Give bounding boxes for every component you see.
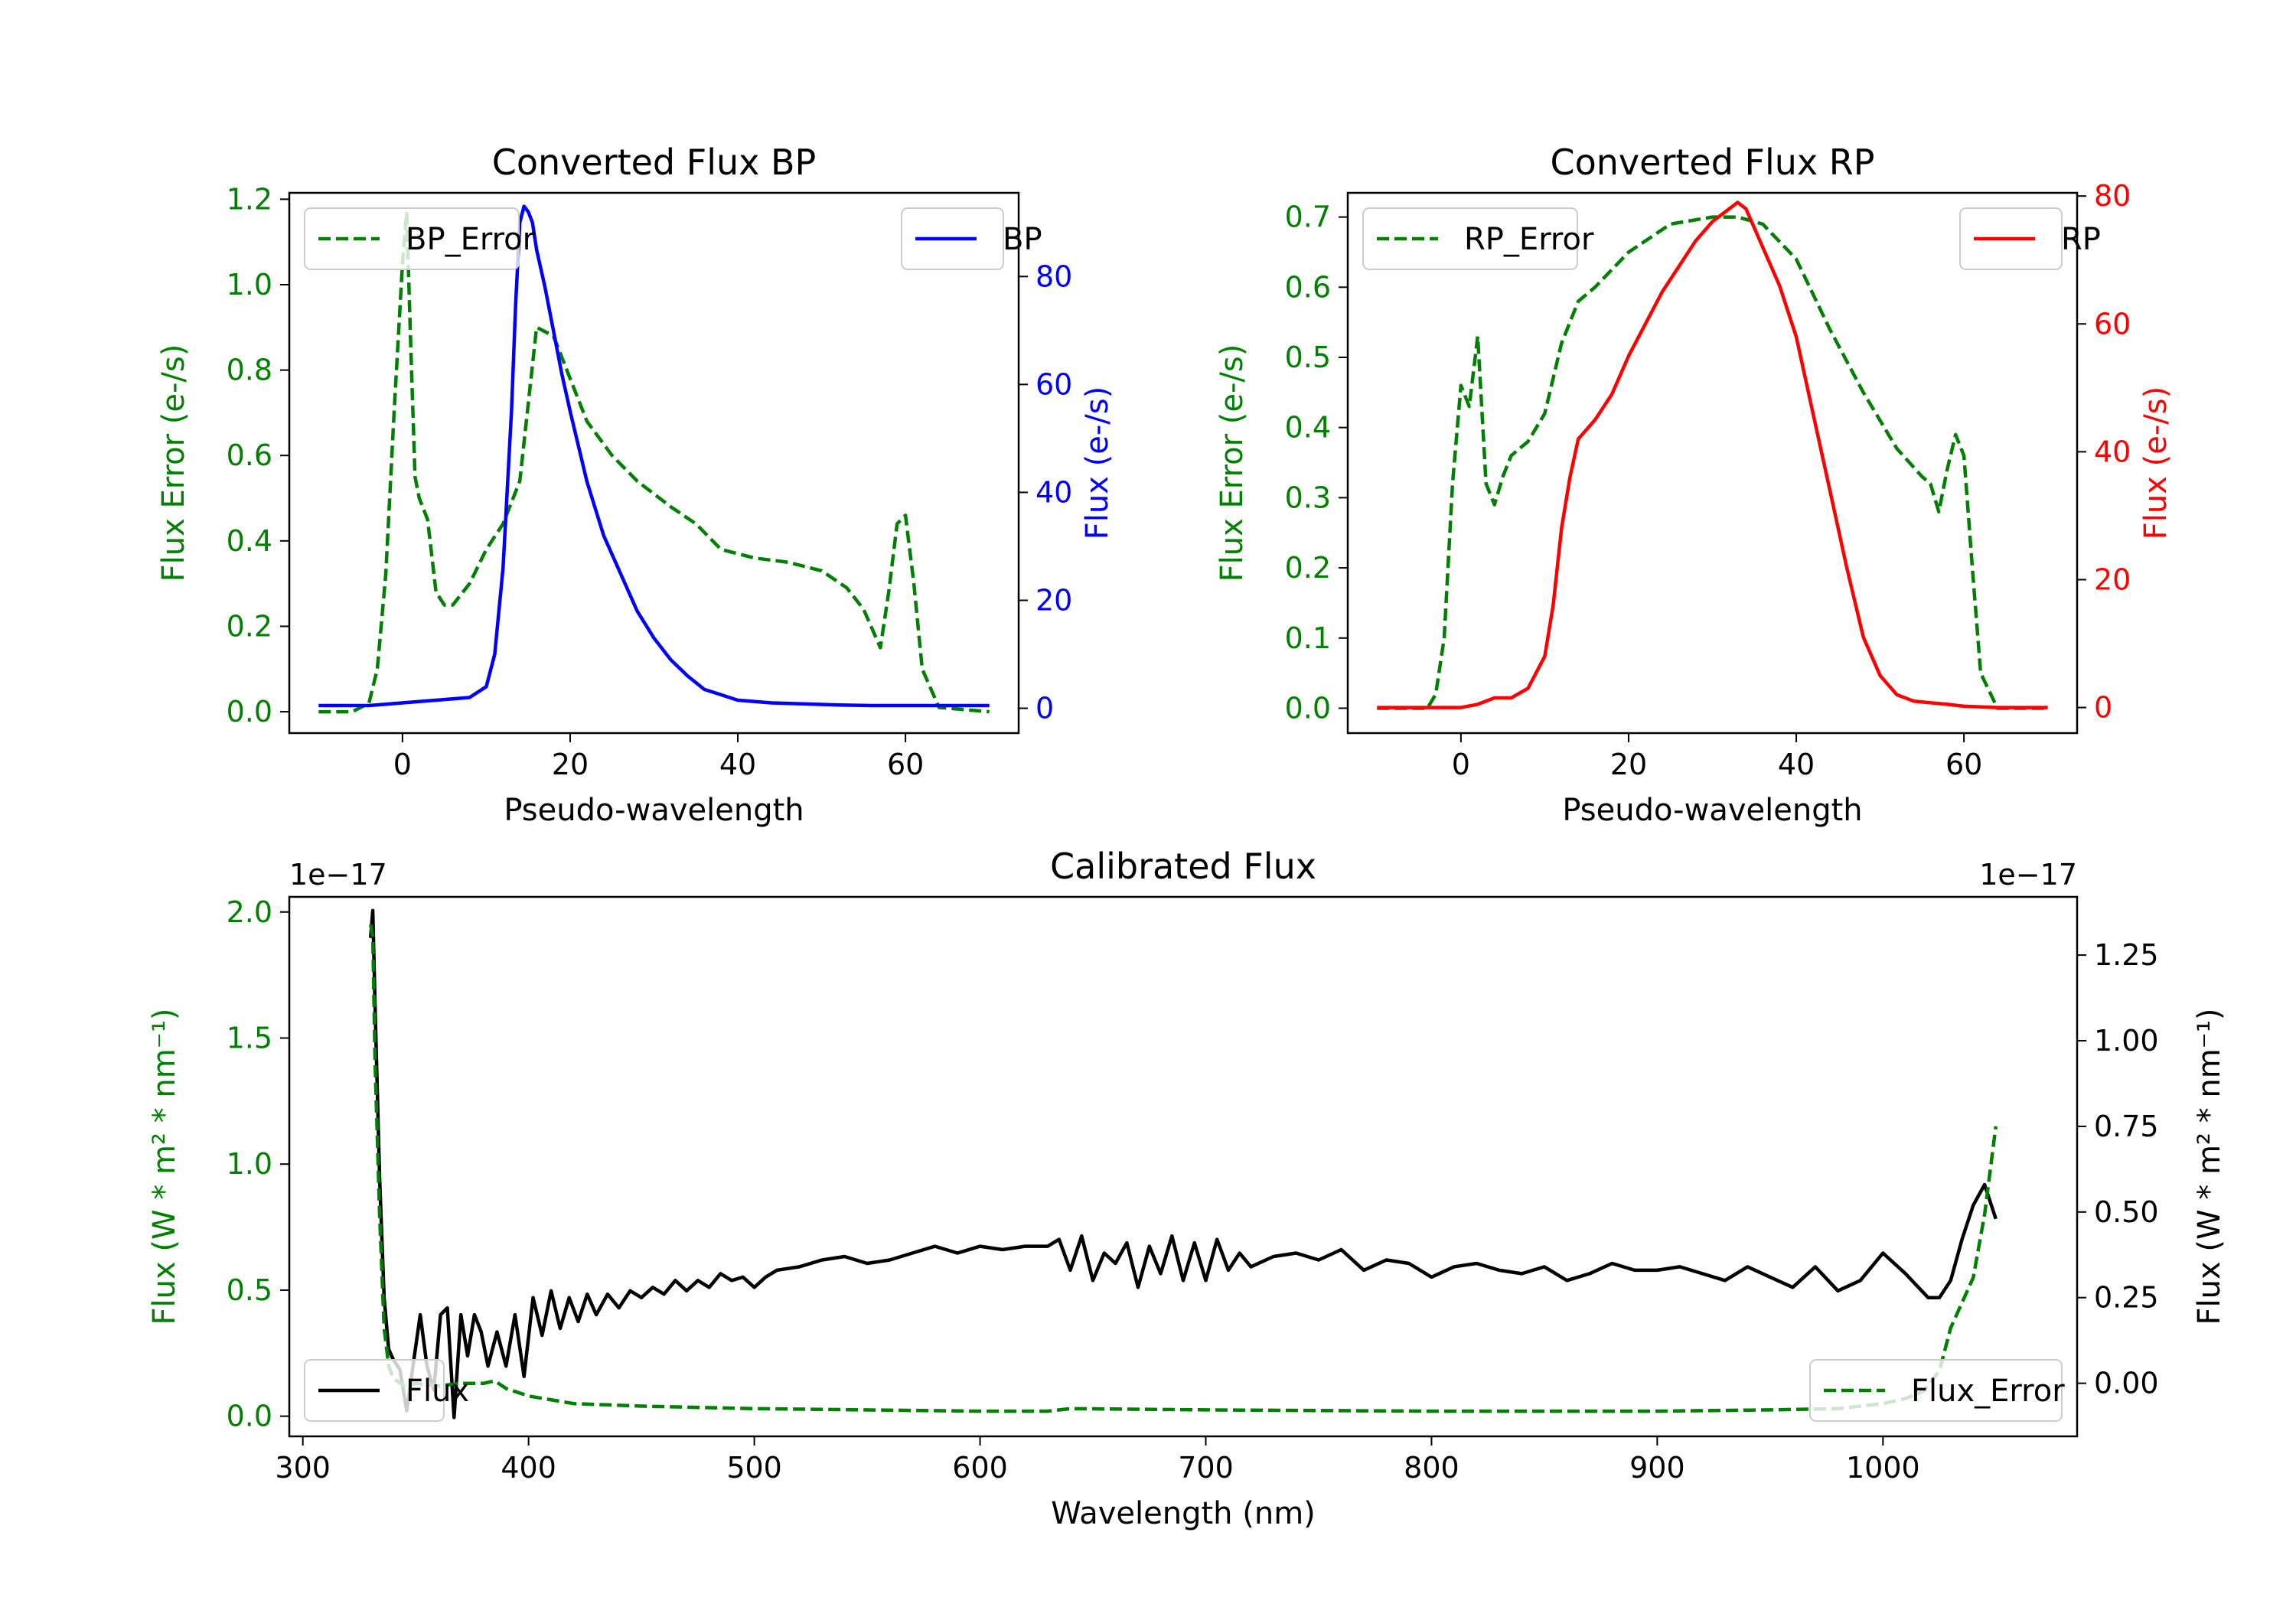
cal-right-tick-label: 0.75 <box>2094 1110 2159 1143</box>
legend-label: Flux_Error <box>1911 1374 2065 1409</box>
bp-x-axis-label: Pseudo-wavelength <box>504 793 804 828</box>
rp-series-rp-line <box>1377 200 2048 709</box>
bp-legend-bp-error: BP_Error <box>304 207 536 270</box>
rp-right-tick-label: 0 <box>2094 691 2112 725</box>
cal-right-tick-label: 0.00 <box>2094 1367 2159 1400</box>
bp-right-tick-label: 0 <box>1035 692 1054 725</box>
bp-left-axis-label: Flux Error (e-/s) <box>156 344 191 582</box>
rp-right-tick-label: 20 <box>2094 562 2131 596</box>
cal-title: Calibrated Flux <box>1050 846 1316 887</box>
rp-plot-frame <box>1346 191 2079 735</box>
legend-label: RP <box>2061 222 2101 257</box>
rp-left-tick-label: 0.5 <box>1285 341 1331 374</box>
bp-right-axis-label: Flux (e-/s) <box>1080 386 1115 539</box>
rp-x-axis-label: Pseudo-wavelength <box>1562 793 1862 828</box>
cal-x-tick-label: 700 <box>1178 1451 1234 1485</box>
legend-label: RP_Error <box>1464 222 1594 257</box>
rp-right-axis-label: Flux (e-/s) <box>2138 386 2174 539</box>
bp-plot-frame <box>288 191 1020 735</box>
rp-left-tick-label: 0.1 <box>1285 621 1331 655</box>
cal-legend-flux-error: Flux_Error <box>1809 1359 2065 1422</box>
rp-legend-rp-error: RP_Error <box>1362 207 1594 270</box>
rp-right-tick-label: 80 <box>2094 179 2131 213</box>
bp-right-tick-label: 80 <box>1035 259 1072 293</box>
cal-plot-frame <box>288 895 2079 1438</box>
cal-x-tick-label: 400 <box>501 1451 556 1485</box>
cal-x-tick-label: 300 <box>275 1451 331 1485</box>
cal-legend-flux: Flux <box>304 1359 469 1422</box>
rp-left-tick-label: 0.0 <box>1285 691 1331 725</box>
rp-x-tick-label: 60 <box>1945 748 1982 781</box>
bp-left-tick-label: 0.8 <box>227 354 272 387</box>
cal-right-tick-label: 0.25 <box>2094 1281 2159 1315</box>
rp-left-tick-label: 0.7 <box>1285 200 1331 234</box>
rp-left-tick-label: 0.6 <box>1285 270 1331 304</box>
rp-left-tick-label: 0.4 <box>1285 411 1331 445</box>
legend-label: Flux <box>406 1374 469 1409</box>
rp-left-tick-label: 0.3 <box>1285 481 1331 514</box>
rp-right-tick-label: 60 <box>2094 307 2131 341</box>
rp-title: Converted Flux RP <box>1551 142 1875 183</box>
legend-box <box>304 207 520 270</box>
cal-x-tick-label: 900 <box>1629 1451 1685 1485</box>
rp-legend-rp: RP <box>1959 207 2101 270</box>
cal-left-tick-label: 0.0 <box>227 1400 272 1433</box>
cal-x-tick-label: 800 <box>1404 1451 1459 1485</box>
bp-left-tick-label: 0.4 <box>227 524 272 558</box>
bp-right-tick-label: 40 <box>1035 475 1072 509</box>
bp-left-tick-label: 0.2 <box>227 609 272 643</box>
rp-x-tick-label: 0 <box>1452 748 1470 781</box>
cal-left-tick-label: 2.0 <box>227 895 272 929</box>
cal-right-offset-text: 1e−17 <box>1979 858 2077 892</box>
legend-label: BP_Error <box>406 222 536 257</box>
bp-x-tick-label: 0 <box>393 748 412 781</box>
bp-legend-bp: BP <box>901 207 1042 270</box>
bp-series-bp-line <box>318 204 990 708</box>
legend-label: BP <box>1003 222 1042 257</box>
cal-chart: Calibrated Flux 300 400 500 600 700 800 900 1000… <box>147 846 2227 1531</box>
rp-series-rp-error-line <box>1377 215 2048 710</box>
bp-left-tick-label: 0.0 <box>227 695 272 729</box>
bp-chart: Converted Flux BP 0 20 40 60 Pseudo-wavelengt… <box>156 142 1115 828</box>
cal-x-tick-label: 500 <box>726 1451 782 1485</box>
rp-chart: Converted Flux RP 0 20 40 60 Pseudo-wavelengt… <box>1215 142 2174 828</box>
bp-left-tick-label: 1.0 <box>227 268 272 302</box>
cal-left-offset-text: 1e−17 <box>289 858 387 892</box>
bp-title: Converted Flux BP <box>492 142 817 183</box>
cal-right-axis-label: Flux (W * m² * nm⁻¹) <box>2192 1009 2227 1325</box>
legend-box <box>1362 207 1578 270</box>
rp-x-tick-label: 40 <box>1778 748 1815 781</box>
cal-left-tick-label: 1.0 <box>227 1147 272 1181</box>
cal-left-tick-label: 0.5 <box>227 1273 272 1307</box>
cal-left-tick-label: 1.5 <box>227 1021 272 1054</box>
cal-series-flux-line <box>368 908 1998 1420</box>
cal-left-axis-label: Flux (W * m² * nm⁻¹) <box>147 1009 182 1325</box>
bp-x-tick-label: 40 <box>719 748 756 781</box>
bp-x-tick-label: 20 <box>552 748 589 781</box>
cal-right-tick-label: 0.50 <box>2094 1195 2159 1229</box>
bp-x-tick-label: 60 <box>887 748 924 781</box>
cal-x-axis-label: Wavelength (nm) <box>1051 1496 1316 1531</box>
rp-left-axis-label: Flux Error (e-/s) <box>1215 344 1250 582</box>
bp-right-tick-label: 20 <box>1035 583 1072 617</box>
cal-right-tick-label: 1.00 <box>2094 1024 2159 1058</box>
cal-x-tick-label: 1000 <box>1846 1451 1920 1485</box>
rp-left-tick-label: 0.2 <box>1285 551 1331 585</box>
bp-left-tick-label: 0.6 <box>227 438 272 472</box>
legend-box <box>1809 1359 2063 1422</box>
cal-right-tick-label: 1.25 <box>2094 938 2159 972</box>
cal-x-tick-label: 600 <box>952 1451 1008 1485</box>
rp-right-tick-label: 40 <box>2094 435 2131 468</box>
bp-right-tick-label: 60 <box>1035 367 1072 401</box>
rp-x-tick-label: 20 <box>1610 748 1647 781</box>
bp-left-tick-label: 1.2 <box>227 182 272 216</box>
